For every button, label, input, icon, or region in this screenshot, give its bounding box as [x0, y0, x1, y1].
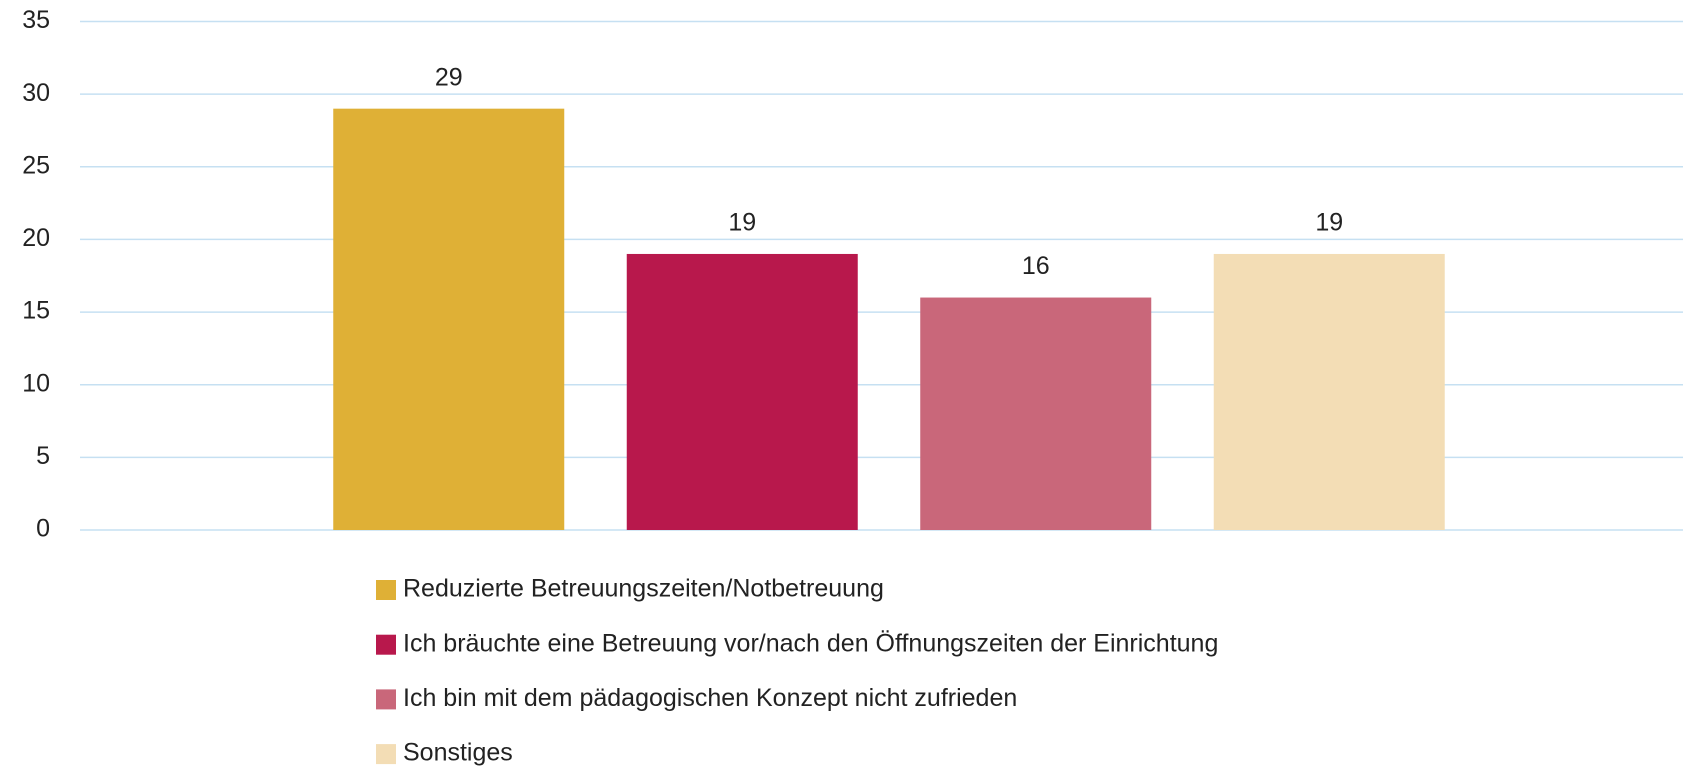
legend-swatch: [376, 689, 396, 710]
y-tick-label: 5: [36, 442, 50, 470]
data-label: 16: [1022, 252, 1050, 280]
y-tick-label: 30: [22, 79, 50, 107]
y-tick-label: 15: [22, 297, 50, 325]
y-tick-label: 0: [36, 515, 50, 543]
y-tick-label: 35: [22, 6, 50, 34]
legend-label: Sonstiges: [403, 739, 513, 767]
data-label: 29: [435, 63, 463, 91]
y-tick-label: 25: [22, 151, 50, 179]
y-tick-label: 10: [22, 369, 50, 397]
legend-swatch: [376, 634, 396, 655]
data-label: 19: [1315, 209, 1343, 237]
legend-label: Reduzierte Betreuungszeiten/Notbetreuung: [403, 575, 884, 603]
legend-label: Ich bin mit dem pädagogischen Konzept ni…: [403, 684, 1017, 712]
bar: [920, 297, 1152, 530]
bar: [1213, 253, 1445, 530]
bar: [626, 253, 858, 530]
data-label: 19: [728, 209, 756, 237]
legend-swatch: [376, 744, 396, 765]
legend-label: Ich bräuchte eine Betreuung vor/nach den…: [403, 629, 1218, 657]
bar: [333, 108, 565, 531]
legend-swatch: [376, 580, 396, 600]
y-tick-label: 20: [22, 224, 50, 252]
